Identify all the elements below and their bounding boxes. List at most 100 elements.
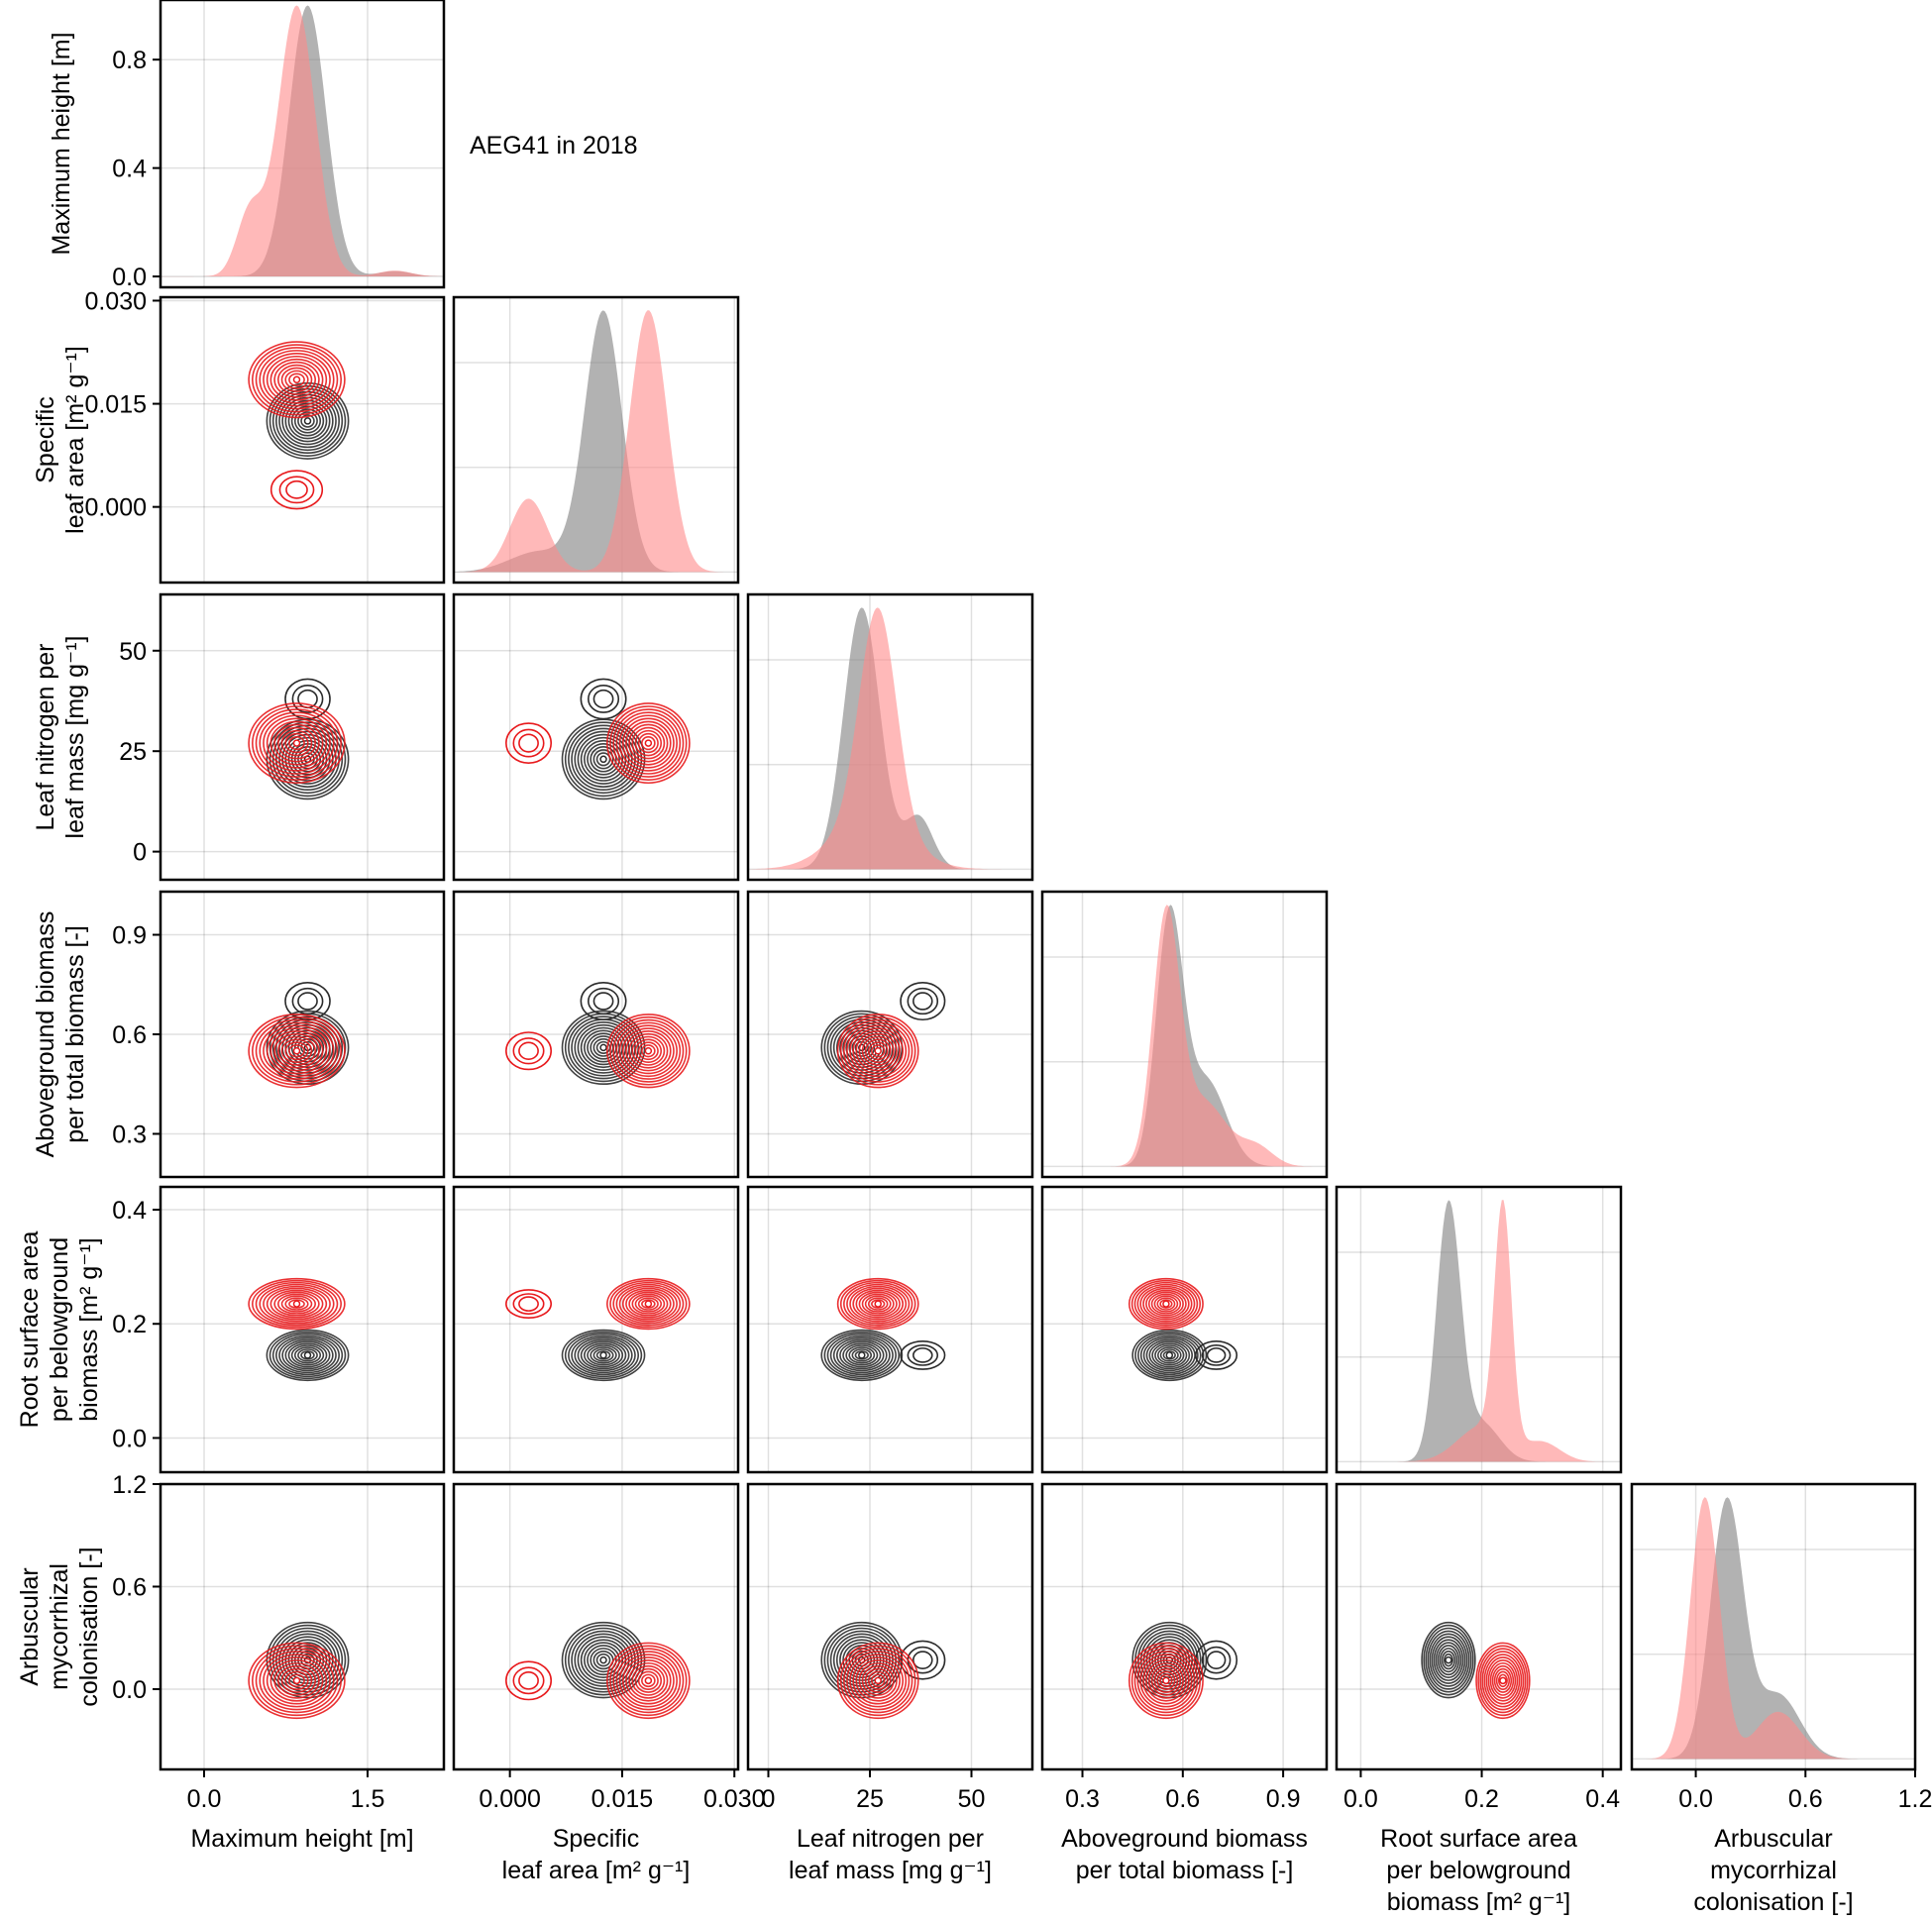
density-group-2	[1042, 905, 1327, 1167]
contour-group-2	[1153, 1667, 1179, 1693]
mode-marker-group-2	[292, 1300, 301, 1308]
contour-group-2-secondary	[518, 1670, 539, 1690]
y-tick-label: 25	[119, 738, 147, 766]
contour-group-2	[1142, 1287, 1190, 1321]
contour-group-2	[615, 1651, 682, 1711]
contour-group-2	[1147, 1291, 1184, 1317]
contour-group-1	[592, 749, 614, 770]
contour-group-1	[1425, 1627, 1472, 1693]
contour-group-1	[823, 1331, 901, 1380]
x-tick-label: 0.000	[479, 1785, 541, 1813]
y-tick-label: 50	[119, 638, 147, 666]
panel-frame	[452, 295, 740, 585]
x-tick-label: 0.0	[1343, 1785, 1378, 1813]
plot-annotation: AEG41 in 2018	[470, 132, 638, 160]
contour-group-2-secondary	[512, 1666, 545, 1695]
x-axis-title-max_height: Maximum height [m]	[190, 1825, 413, 1853]
x-tick-label: 0.0	[1678, 1785, 1713, 1813]
contour-group-1-secondary	[297, 992, 318, 1011]
x-tick-label: 50	[958, 1785, 986, 1813]
panel-amf-vs-sla	[452, 1482, 740, 1771]
contour-group-1	[268, 1331, 347, 1380]
y-axis-title-line: Specific	[32, 396, 59, 483]
contour-group-1	[293, 408, 322, 434]
x-axis-title-line: mycorrhizal	[1710, 1857, 1837, 1884]
contour-group-2	[1479, 1648, 1527, 1714]
contour-group-2	[606, 1642, 691, 1720]
contour-group-2	[618, 714, 678, 772]
contour-group-2	[1477, 1645, 1529, 1717]
contour-group-2	[615, 1021, 682, 1080]
contour-group-2	[259, 1283, 335, 1325]
y-axis-title-sla: Specificleaf area [m² g⁻¹]	[32, 346, 89, 534]
contour-group-2	[248, 1277, 346, 1331]
contour-group-2	[1130, 1645, 1202, 1717]
density-group-1	[1337, 1200, 1621, 1462]
contour-group-2	[864, 1038, 892, 1063]
y-axis-title-lnc: Leaf nitrogen perleaf mass [mg g⁻¹]	[32, 636, 89, 839]
mode-marker-group-1	[303, 1351, 312, 1359]
panel-frame	[1040, 1482, 1329, 1771]
contour-group-1-secondary	[907, 1344, 939, 1366]
contour-group-2	[606, 702, 691, 785]
contour-group-2	[609, 1645, 688, 1717]
contour-group-2	[858, 1661, 898, 1699]
contour-group-2	[621, 1027, 675, 1075]
contour-group-2	[852, 1027, 905, 1075]
contour-group-2	[625, 720, 672, 766]
contour-group-1-secondary	[592, 992, 614, 1011]
contour-group-2	[609, 1279, 688, 1329]
panel-lnc-vs-max_height	[159, 592, 446, 882]
contour-group-1	[300, 414, 315, 428]
contour-group-1	[275, 727, 340, 792]
contour-group-2	[858, 1291, 898, 1317]
contour-group-2	[263, 1285, 331, 1323]
contour-group-1-secondary	[912, 992, 933, 1011]
contour-group-2	[843, 1281, 913, 1327]
contour-group-2	[1497, 1673, 1508, 1688]
x-axis-title-lnc: Leaf nitrogen per leaf mass [mg g⁻¹]	[789, 1825, 992, 1884]
contour-group-1	[1423, 1624, 1474, 1696]
x-axis-title-line: leaf mass [mg g⁻¹]	[789, 1857, 992, 1884]
panel-rsa-vs-max_height	[159, 1185, 446, 1474]
contour-group-2	[276, 1035, 317, 1066]
contour-group-2-secondary	[518, 733, 539, 753]
contour-group-2	[259, 350, 335, 410]
contour-group-1	[290, 1344, 325, 1366]
contour-group-2	[839, 1279, 916, 1329]
contour-group-1	[564, 1624, 643, 1696]
contour-group-1	[851, 1038, 873, 1057]
contour-group-2	[637, 732, 659, 754]
contour-group-1	[1441, 1650, 1456, 1670]
contour-group-1	[1431, 1636, 1466, 1684]
contour-group-2	[609, 705, 688, 781]
y-axis-title-line: mycorrhizal	[46, 1563, 73, 1690]
contour-group-2	[255, 1281, 339, 1327]
mode-marker-group-2	[644, 739, 653, 747]
contour-group-2	[273, 1032, 320, 1069]
x-axis-title-line: Maximum height [m]	[190, 1825, 413, 1853]
contour-group-2	[284, 370, 309, 389]
contour-group-2	[288, 1044, 305, 1058]
contour-group-1	[595, 1653, 611, 1667]
x-axis-title-sla: Specific leaf area [m² g⁻¹]	[502, 1825, 691, 1884]
y-tick-label: 0.015	[84, 391, 147, 419]
contour-group-2	[606, 1014, 691, 1089]
panel-frame	[159, 0, 446, 289]
contour-group-1	[1159, 1348, 1179, 1362]
contour-group-2-secondary	[518, 1041, 539, 1060]
mode-marker-group-1	[1445, 1655, 1452, 1664]
panel-abp-vs-abp	[1040, 890, 1329, 1179]
contour-group-2-secondary	[505, 1660, 553, 1701]
y-tick-label: 0.6	[112, 1021, 147, 1049]
contour-group-2	[269, 1659, 324, 1702]
mode-marker-group-2	[874, 1046, 882, 1055]
contour-group-2	[621, 717, 675, 769]
contour-group-2	[852, 1287, 905, 1321]
contour-group-2-secondary	[512, 728, 545, 758]
y-axis-title-line: Aboveground biomass	[32, 911, 59, 1158]
contour-group-2-secondary	[505, 1289, 553, 1320]
contour-group-2	[631, 1664, 666, 1696]
contour-group-2	[852, 1656, 905, 1705]
